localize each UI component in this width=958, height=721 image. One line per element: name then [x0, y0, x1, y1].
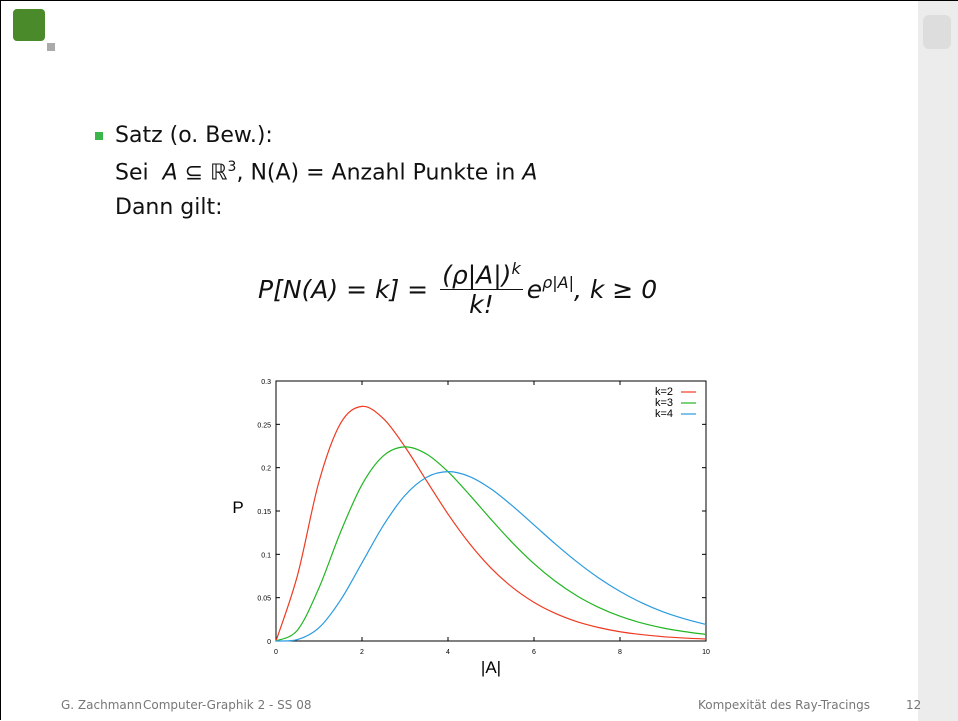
- corner-icon: [923, 15, 951, 49]
- x-tick-label: 10: [702, 649, 710, 656]
- text: (ρ|A|): [442, 260, 512, 290]
- y-tick-label: 0.05: [257, 596, 271, 603]
- text: , N(A) = Anzahl Punkte in: [236, 160, 523, 186]
- legend-label: k=2: [655, 386, 673, 398]
- legend-label: k=3: [655, 397, 673, 409]
- text: Dann gilt:: [115, 195, 223, 220]
- legend-label: k=4: [655, 408, 673, 420]
- chart: 0 0.05 0.1 0.15 0.2 0.25 0.3 0 2 4 6 8 10 |A| Pk=2k=3k…: [232, 379, 710, 677]
- footer-topic: Kompexität des Ray-Tracings: [698, 698, 870, 712]
- text: k!: [469, 290, 494, 320]
- text: e: [526, 274, 543, 304]
- text: A: [522, 160, 538, 186]
- y-axis-label: P: [232, 498, 243, 517]
- x-tick-label: 4: [446, 649, 450, 656]
- formula: P[N(A) = k] = (ρ|A|)k k! e ρ|A|, k ≥ 0: [258, 259, 657, 319]
- y-tick-label: 0.25: [257, 422, 271, 429]
- series-line: [275, 471, 707, 642]
- text: k: [511, 259, 521, 278]
- logo: [13, 9, 45, 41]
- y-tick-label: 0: [267, 639, 271, 646]
- series-line: [275, 405, 707, 642]
- x-axis-label: |A|: [481, 658, 501, 677]
- x-tick-label: 6: [532, 649, 536, 656]
- sidebar: [918, 1, 958, 721]
- x-tick-label: 0: [274, 649, 278, 656]
- x-tick-label: 8: [618, 649, 622, 656]
- x-tick-label: 2: [360, 649, 364, 656]
- series-line: [275, 446, 707, 642]
- bullet-title: Satz (o. Bew.):: [115, 123, 273, 148]
- text: A ⊆ ℝ: [162, 160, 228, 186]
- y-tick-label: 0.2: [261, 466, 271, 473]
- footer-author: G. Zachmann: [61, 698, 142, 712]
- y-tick-label: 0.1: [261, 552, 271, 559]
- text: ρ|A|: [542, 273, 574, 292]
- text: 3: [227, 159, 237, 175]
- y-tick-label: 0.3: [261, 379, 271, 386]
- footer-page: 12: [906, 698, 922, 712]
- footer-course: Computer-Graphik 2 - SS 08: [143, 698, 312, 712]
- bullet: [95, 132, 103, 140]
- plot-frame: [275, 380, 707, 642]
- fraction: (ρ|A|)k k!: [440, 259, 523, 319]
- statement: Sei A ⊆ ℝ3, N(A) = Anzahl Punkte in A: [115, 159, 537, 185]
- y-tick-label: 0.15: [257, 509, 271, 516]
- text: Sei: [115, 160, 149, 186]
- text: , k ≥ 0: [573, 274, 658, 304]
- logo-mark: [47, 43, 55, 51]
- formula-lhs: P[N(A) = k] =: [258, 274, 429, 304]
